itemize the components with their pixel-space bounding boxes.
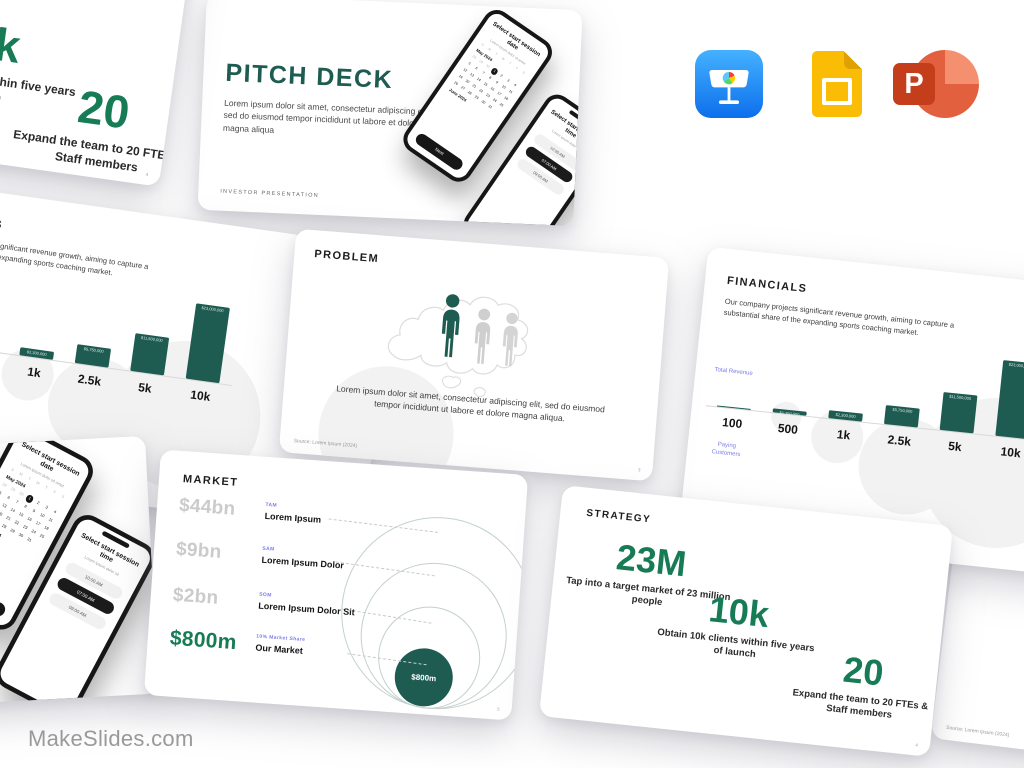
powerpoint-icon[interactable]: P: [893, 50, 979, 118]
hong-kong-map-outline: [363, 273, 588, 421]
slide-frame-glyph: [822, 78, 852, 105]
category-label: 5k: [137, 380, 153, 396]
format-icons: P: [690, 48, 990, 132]
category-label: 1k: [836, 427, 851, 443]
category-label: 100: [721, 415, 743, 432]
page-number: 3: [637, 467, 641, 473]
bar-value-label: $2,300,000: [26, 349, 47, 358]
bar-slot: $23,000,000 10k: [175, 298, 242, 404]
bar-value-label: $23,000,000: [201, 305, 224, 314]
bar-slot: $5,750,000 2.5k: [873, 343, 937, 449]
revenue-bar: $11,500,000: [939, 392, 978, 434]
bar-value-label: $5,750,000: [83, 346, 105, 354]
cover-body: Lorem ipsum dolor sit amet, consectetur …: [222, 97, 432, 135]
bar-value-label: $2,300,000: [835, 412, 856, 420]
time-options: 10:00 AM 07:00 AM 09:00 AM: [513, 131, 583, 198]
revenue-bar: $23,000,000: [185, 303, 230, 384]
cover-title: PITCH DECK: [224, 58, 394, 95]
strategy-stat-20: 20 Expand the team to 20 FTEs & Staff me…: [792, 648, 929, 722]
bar-slot: $23,000,000 10k: [984, 355, 1024, 460]
folded-corner: [844, 51, 862, 69]
market-row-som: $2bn SOM Lorem Ipsum Dolor Sit: [172, 584, 356, 617]
financials-title: FINANCIALS: [726, 274, 808, 296]
weekday-label: S: [60, 494, 66, 500]
cover-footer: INVESTOR PRESENTATION: [220, 188, 320, 199]
market-row-tam: $44bn TAM Lorem Ipsum: [178, 494, 322, 525]
problem-title: PROBLEM: [313, 248, 380, 266]
weekday-label: S: [521, 70, 526, 76]
page-number: 4: [915, 742, 919, 748]
financials-title: FINANCIALS: [0, 208, 4, 232]
category-label: 10k: [999, 444, 1022, 461]
bar-value-label: $11,500,000: [140, 334, 164, 343]
slide-problem[interactable]: PROBLEM Lorem ipsum dolor sit amet, cons…: [278, 228, 670, 482]
market-row-sam: $9bn SAM Lorem Ipsum Dolor: [175, 538, 345, 570]
slide-strategy-partial[interactable]: STRATEGY 23M Tap into a target market of…: [0, 0, 201, 187]
revenue-bar: $11,500,000: [130, 333, 170, 376]
bar-value-label: $23,000,000: [1008, 361, 1024, 370]
slide-cover[interactable]: PITCH DECK Lorem ipsum dolor sit amet, c…: [197, 0, 583, 227]
site-watermark: MakeSlides.com: [28, 726, 194, 751]
bar-value-label: $5,750,000: [892, 406, 913, 414]
next-button: Next: [413, 131, 465, 173]
category-label: 2.5k: [886, 432, 912, 449]
slide-market[interactable]: MARKET $800m $44bn TAM Lorem Ipsum $9bn …: [143, 449, 529, 721]
powerpoint-letter-badge: P: [893, 63, 935, 105]
category-label: 10k: [189, 387, 212, 405]
person-icon-gray: [496, 311, 525, 374]
market-row-our-market: $800m 10% Market Share Our Market: [169, 626, 306, 656]
person-icon-gray: [468, 307, 497, 372]
strategy-stat-20: 20 Expand the team to 20 FTEs & Staff me…: [12, 80, 185, 175]
revenue-bar: $5,750,000: [883, 405, 920, 428]
category-label: 500: [777, 420, 799, 437]
person-icon-teal: [434, 292, 466, 365]
next-button: Next: [0, 577, 8, 619]
revenue-bar: $23,000,000: [995, 360, 1024, 440]
bar-value-label: $11,500,000: [948, 393, 972, 401]
strategy-title: STRATEGY: [585, 507, 652, 526]
page-number: 5: [497, 706, 500, 712]
category-label: 1k: [26, 364, 42, 381]
category-label: 5k: [947, 438, 963, 455]
market-title: MARKET: [182, 473, 239, 489]
source-note: Source: Lorem Ipsum (2024): [945, 724, 1010, 739]
slide-phone-mockups-partial[interactable]: Select start session date Lorem ipsum do…: [0, 435, 159, 719]
x-axis-label: Paying Customers: [711, 441, 741, 459]
bar-slot: $2,300,000 1k: [817, 337, 881, 442]
slide-strategy[interactable]: STRATEGY 23M Tap into a target market of…: [538, 485, 954, 757]
google-slides-icon[interactable]: [812, 51, 862, 117]
keynote-icon[interactable]: [695, 50, 763, 118]
bar-slot: $11,500,000 5k: [929, 349, 993, 454]
